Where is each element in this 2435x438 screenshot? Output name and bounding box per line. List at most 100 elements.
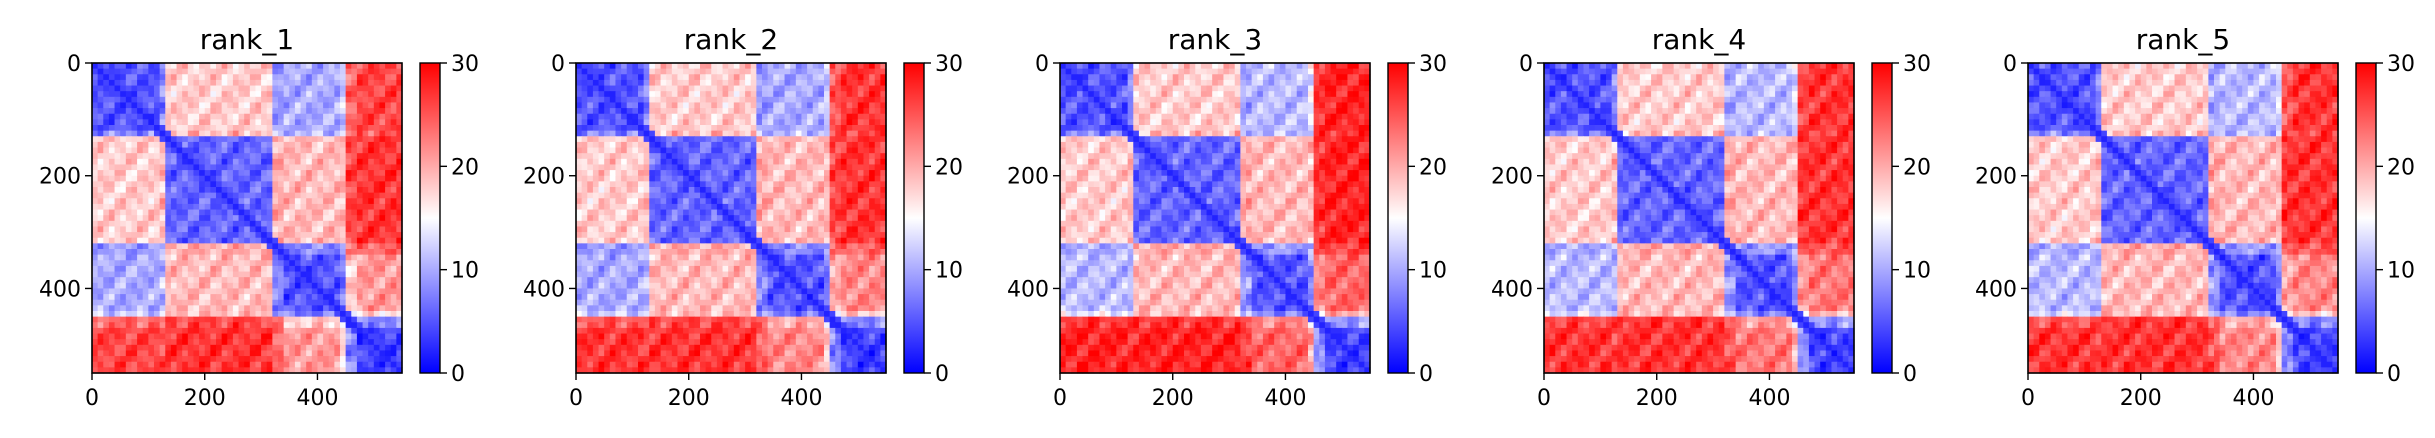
heatmap-cell: [385, 255, 391, 261]
heatmap-cell: [700, 125, 706, 131]
heatmap-cell: [154, 204, 160, 210]
heatmap-cell: [199, 266, 205, 272]
heatmap-cell: [700, 187, 706, 193]
heatmap-cell: [267, 153, 273, 159]
heatmap-cell: [165, 187, 171, 193]
heatmap-cell: [841, 210, 847, 216]
heatmap-cell: [582, 210, 588, 216]
heatmap-cell: [582, 193, 588, 199]
heatmap-cell: [734, 80, 740, 86]
heatmap-cell: [160, 266, 166, 272]
heatmap-cell: [227, 221, 233, 227]
heatmap-cell: [317, 221, 323, 227]
heatmap-cell: [182, 153, 188, 159]
heatmap-cell: [385, 249, 391, 255]
heatmap-cell: [199, 215, 205, 221]
heatmap-cell: [250, 350, 256, 356]
heatmap-cell: [385, 356, 391, 362]
heatmap-cell: [661, 153, 667, 159]
heatmap-cell: [363, 131, 369, 137]
heatmap-cell: [227, 80, 233, 86]
heatmap-cell: [340, 260, 346, 266]
heatmap-cell: [604, 260, 610, 266]
heatmap-cell: [177, 125, 183, 131]
heatmap-cell: [131, 322, 137, 328]
heatmap-cell: [312, 317, 318, 323]
heatmap-cell: [728, 221, 734, 227]
heatmap-cell: [841, 193, 847, 199]
heatmap-cell: [329, 142, 335, 148]
heatmap-cell: [762, 193, 768, 199]
heatmap-cell: [143, 322, 149, 328]
heatmap-cell: [368, 198, 374, 204]
heatmap-cell: [182, 255, 188, 261]
heatmap-cell: [599, 153, 605, 159]
heatmap-cell: [582, 108, 588, 114]
heatmap-cell: [379, 63, 385, 69]
heatmap-cell: [205, 311, 211, 317]
heatmap-cell: [210, 311, 216, 317]
heatmap-cell: [756, 148, 762, 154]
heatmap-cell: [317, 69, 323, 75]
heatmap-cell: [255, 198, 261, 204]
heatmap-cell: [847, 210, 853, 216]
heatmap-cell: [199, 131, 205, 137]
heatmap-cell: [593, 164, 599, 170]
heatmap-cell: [312, 198, 318, 204]
heatmap-cell: [154, 181, 160, 187]
heatmap-cell: [306, 148, 312, 154]
heatmap-cell: [790, 210, 796, 216]
heatmap-cell: [818, 243, 824, 249]
heatmap-cell: [593, 91, 599, 97]
heatmap-cell: [188, 187, 194, 193]
heatmap-cell: [363, 277, 369, 283]
heatmap-cell: [120, 226, 126, 232]
heatmap-cell: [762, 97, 768, 103]
heatmap-cell: [779, 255, 785, 261]
heatmap-cell: [644, 249, 650, 255]
heatmap-cell: [131, 334, 137, 340]
heatmap-panel-2: rank_202004000 200 4000102030: [523, 23, 963, 411]
heatmap-cell: [284, 226, 290, 232]
heatmap-cell: [728, 148, 734, 154]
heatmap-cell: [340, 204, 346, 210]
heatmap-cell: [250, 322, 256, 328]
heatmap-cell: [728, 170, 734, 176]
heatmap-cell: [346, 170, 352, 176]
heatmap-cell: [661, 260, 667, 266]
heatmap-cell: [188, 170, 194, 176]
heatmap-cell: [632, 148, 638, 154]
heatmap-cell: [779, 238, 785, 244]
heatmap-cell: [98, 86, 104, 92]
heatmap-cell: [239, 232, 245, 238]
heatmap-cell: [143, 74, 149, 80]
heatmap-cell: [734, 198, 740, 204]
heatmap-cell: [700, 119, 706, 125]
heatmap-cell: [334, 187, 340, 193]
heatmap-cell: [154, 131, 160, 137]
heatmap-cell: [363, 249, 369, 255]
heatmap-cell: [267, 362, 273, 368]
heatmap-cell: [587, 181, 593, 187]
heatmap-cell: [391, 345, 397, 351]
heatmap-cell: [706, 119, 712, 125]
heatmap-cell: [120, 69, 126, 75]
heatmap-cell: [813, 80, 819, 86]
heatmap-cell: [284, 334, 290, 340]
heatmap-cell: [143, 255, 149, 261]
heatmap-cell: [683, 86, 689, 92]
heatmap-cell: [143, 277, 149, 283]
heatmap-cell: [593, 63, 599, 69]
heatmap-cell: [813, 204, 819, 210]
heatmap-cell: [875, 226, 881, 232]
heatmap-cell: [261, 288, 267, 294]
heatmap-cell: [852, 80, 858, 86]
heatmap-cell: [216, 102, 222, 108]
heatmap-cell: [745, 210, 751, 216]
heatmap-cell: [835, 226, 841, 232]
heatmap-cell: [340, 102, 346, 108]
heatmap-cell: [317, 350, 323, 356]
heatmap-cell: [835, 159, 841, 165]
heatmap-cell: [363, 334, 369, 340]
heatmap-cell: [615, 153, 621, 159]
